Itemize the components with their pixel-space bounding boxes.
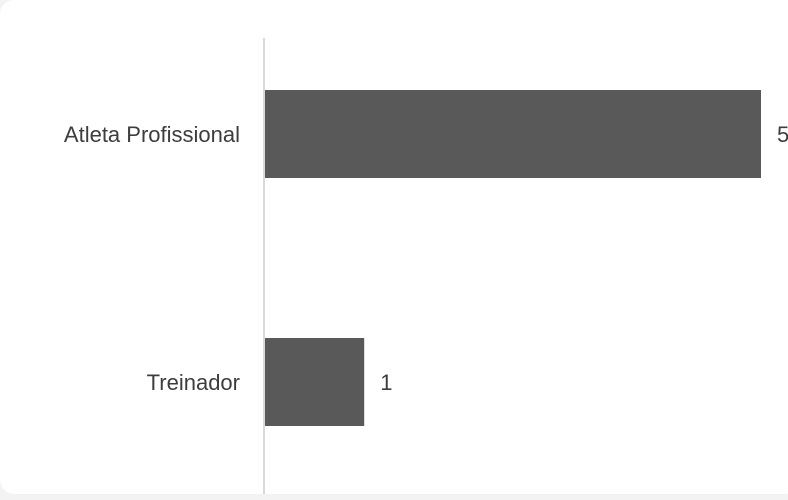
value-label: 1 (380, 370, 392, 395)
bar-0 (265, 90, 761, 178)
category-label: Atleta Profissional (64, 122, 240, 147)
chart-marks: Atleta Profissional 5 Treinador 1 (64, 90, 788, 426)
category-label: Treinador (147, 370, 240, 395)
value-label: 5 (777, 122, 788, 147)
bar-1 (265, 338, 365, 426)
